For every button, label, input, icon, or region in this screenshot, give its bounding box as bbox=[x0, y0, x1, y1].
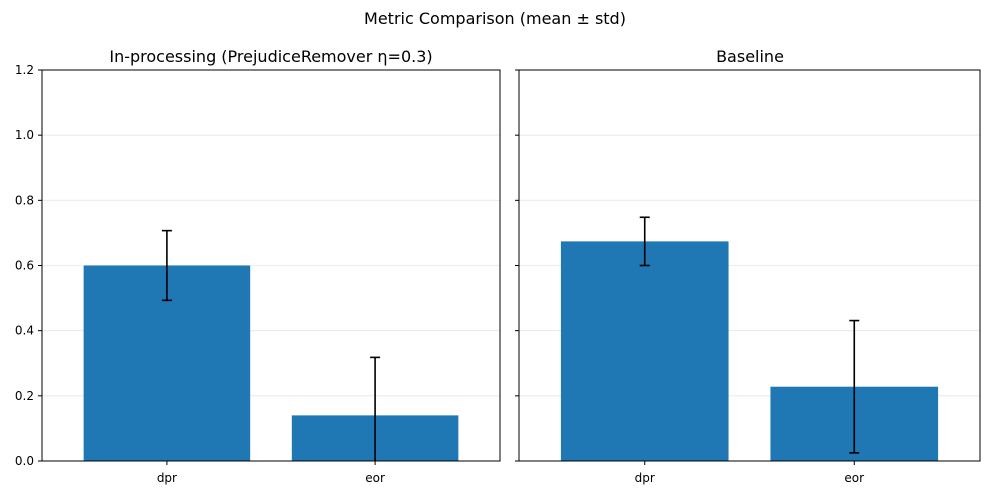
y-tick-label: 0.6 bbox=[15, 259, 34, 273]
axes-frame bbox=[41, 69, 501, 462]
x-tick-label: eor bbox=[844, 471, 864, 485]
y-tick-label: 0.2 bbox=[15, 389, 34, 403]
subplot-in-processing: In-processing (PrejudiceRemover η=0.3) d… bbox=[15, 47, 501, 485]
bar-dpr bbox=[560, 241, 729, 461]
y-tick-label: 1.2 bbox=[15, 63, 34, 77]
x-tick-label: eor bbox=[365, 471, 385, 485]
subplot-title: Baseline bbox=[716, 47, 784, 66]
y-tick-label: 0.8 bbox=[15, 193, 34, 207]
x-tick-label: dpr bbox=[635, 471, 655, 485]
y-tick-label: 0.0 bbox=[15, 454, 34, 468]
figure-suptitle: Metric Comparison (mean ± std) bbox=[364, 9, 626, 28]
y-tick-label: 1.0 bbox=[15, 128, 34, 142]
axes-frame bbox=[518, 69, 981, 462]
x-tick-label: dpr bbox=[157, 471, 177, 485]
subplot-title: In-processing (PrejudiceRemover η=0.3) bbox=[109, 47, 432, 66]
subplot-baseline: Baseline dpr eor bbox=[515, 47, 981, 485]
y-tick-label: 0.4 bbox=[15, 324, 34, 338]
